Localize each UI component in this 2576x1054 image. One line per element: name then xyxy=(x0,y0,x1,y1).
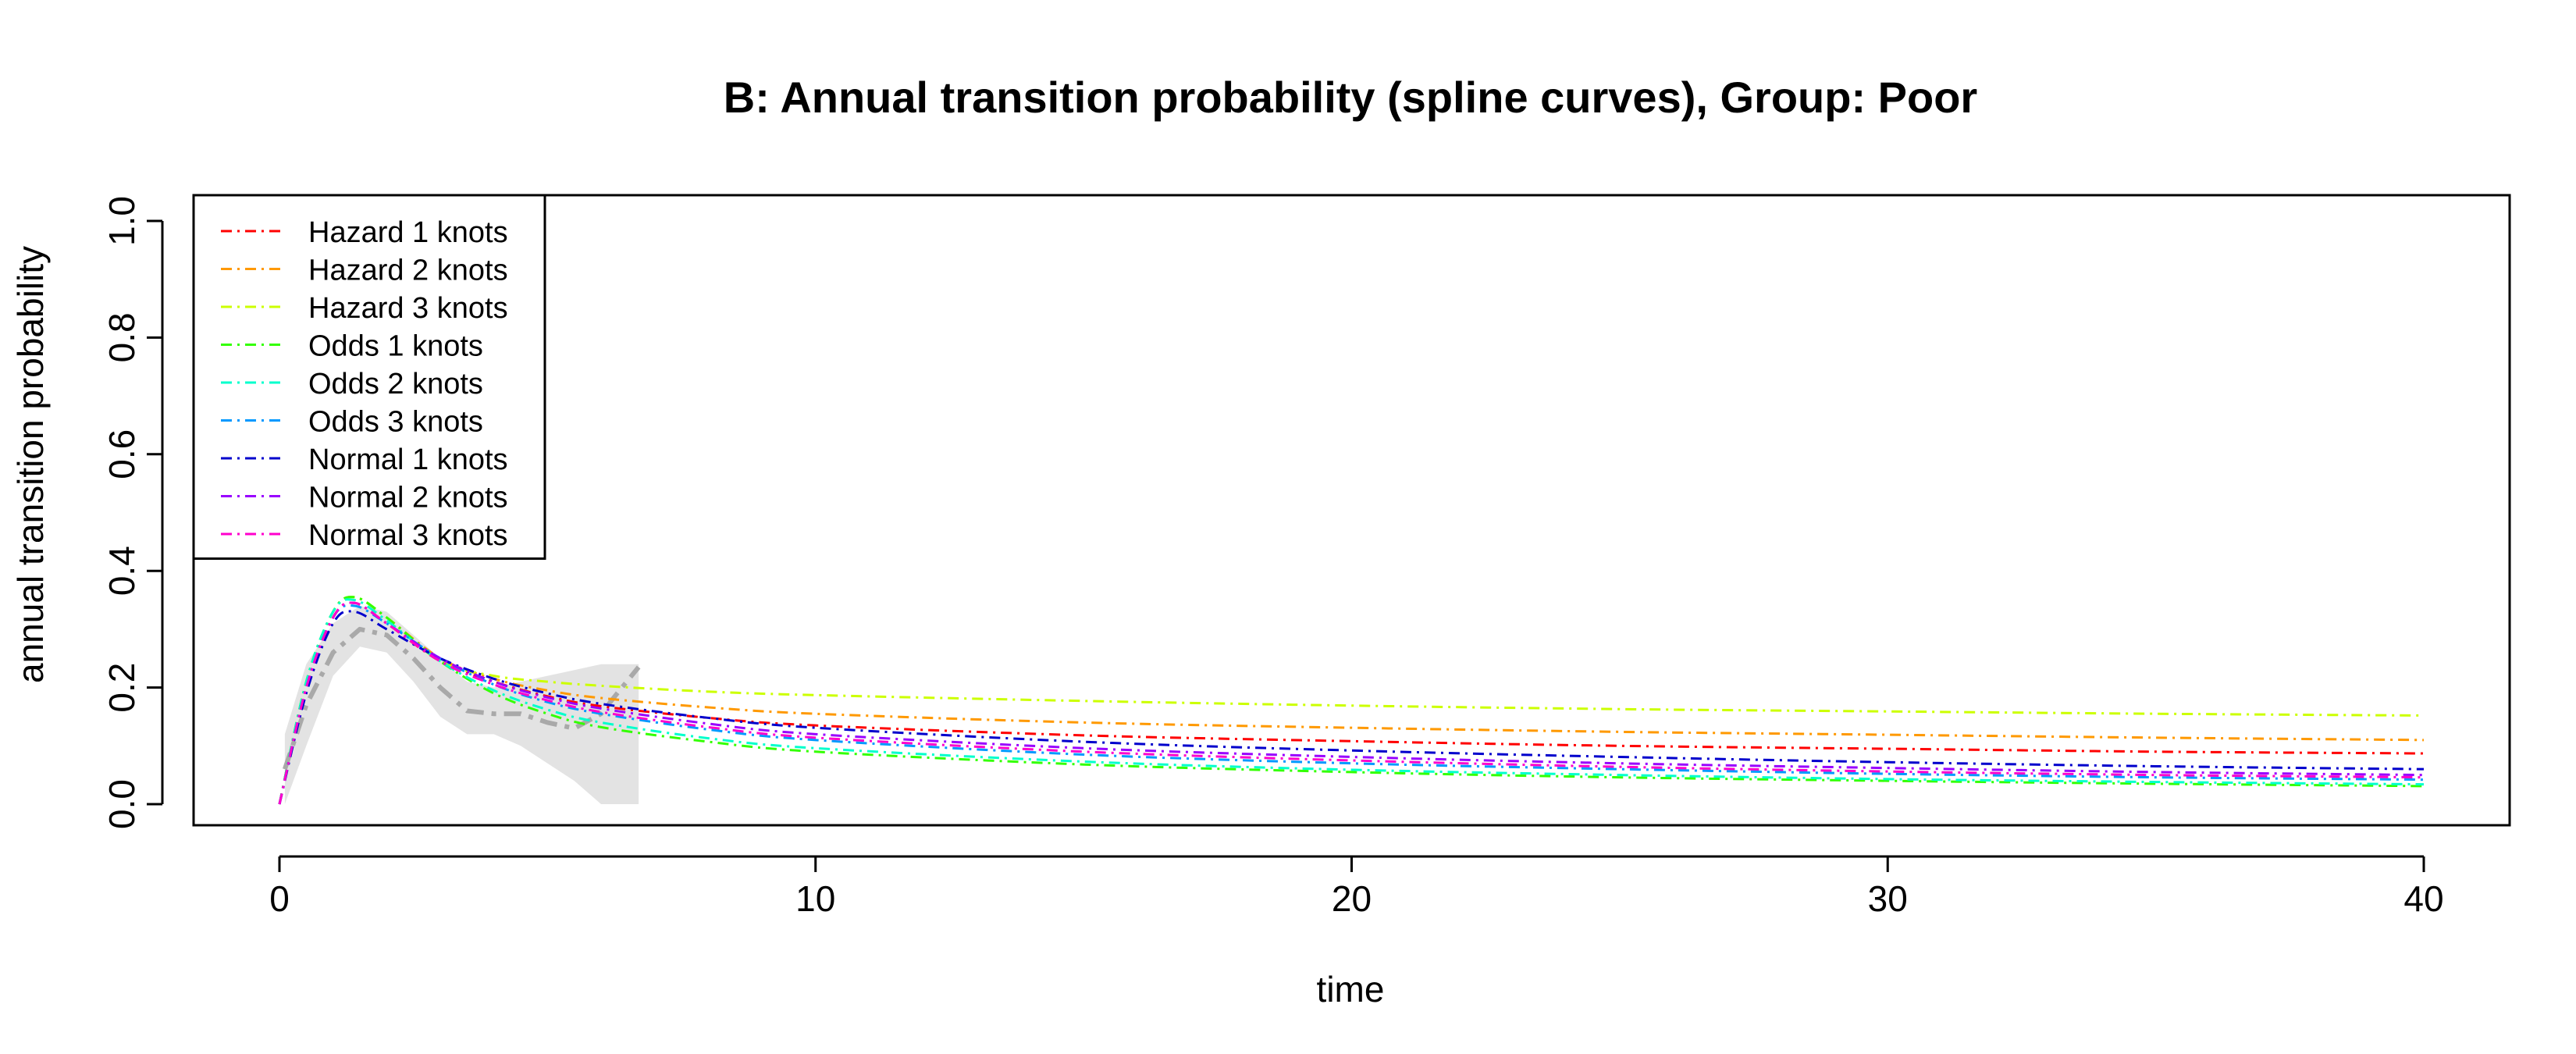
legend-label-3: Hazard 3 knots xyxy=(308,292,508,325)
legend-label-1: Hazard 1 knots xyxy=(308,216,508,249)
y-tick-label-5: 1.0 xyxy=(101,196,142,246)
observed-confidence-band xyxy=(284,606,639,804)
x-tick-label-4: 40 xyxy=(2403,878,2443,919)
x-tick-label-2: 20 xyxy=(1332,878,1372,919)
y-tick-label-2: 0.4 xyxy=(101,546,142,596)
legend: Hazard 1 knots Hazard 2 knots Hazard 3 kno… xyxy=(192,194,546,560)
legend-label-5: Odds 2 knots xyxy=(308,368,483,401)
series-line-4 xyxy=(278,596,2425,805)
legend-label-9: Normal 3 knots xyxy=(308,519,508,552)
x-tick-label-0: 0 xyxy=(269,878,290,919)
legend-label-7: Normal 1 knots xyxy=(308,443,508,476)
x-tick-label-3: 30 xyxy=(1868,878,1908,919)
plot-area xyxy=(278,596,2425,805)
series-line-6 xyxy=(278,604,2425,805)
series-line-3 xyxy=(278,596,2425,805)
series-line-7 xyxy=(278,610,2425,805)
legend-label-4: Odds 1 knots xyxy=(308,330,483,363)
axes: 0 10 20 30 40 0.0 0.2 0.4 0.6 0.8 1.0 xyxy=(101,194,2511,919)
y-tick-label-4: 0.8 xyxy=(101,312,142,362)
chart-title: B: Annual transition probability (spline… xyxy=(724,73,1977,122)
y-tick-label-0: 0.0 xyxy=(101,779,142,829)
y-tick-label-3: 0.6 xyxy=(101,429,142,479)
legend-label-2: Hazard 2 knots xyxy=(308,255,508,287)
x-tick-label-1: 10 xyxy=(795,878,835,919)
legend-box xyxy=(192,194,546,560)
legend-label-6: Odds 3 knots xyxy=(308,406,483,439)
observed-line xyxy=(283,626,641,771)
series-line-9 xyxy=(278,601,2425,805)
y-axis-label: annual transition probability xyxy=(10,246,51,683)
y-tick-label-1: 0.2 xyxy=(101,663,142,713)
plot-clipped-group xyxy=(278,596,2425,805)
legend-label-8: Normal 2 knots xyxy=(308,482,508,515)
series-line-5 xyxy=(278,598,2425,805)
x-axis-label: time xyxy=(1317,969,1385,1009)
